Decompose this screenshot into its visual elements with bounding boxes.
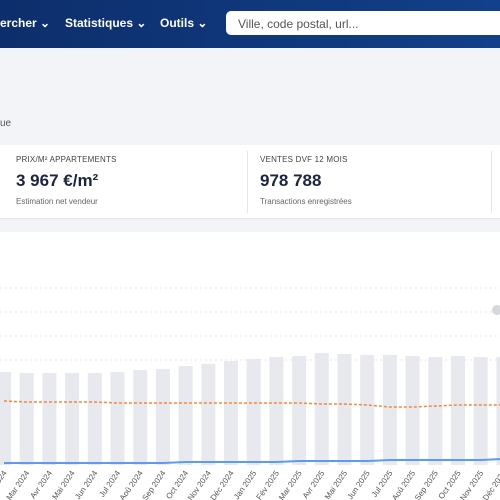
top-nav: ercher ⌄ Statistiques ⌄ Outils ⌄ Ville, … [0, 0, 500, 48]
bar [360, 355, 375, 465]
search-box[interactable]: Ville, code postal, url... [226, 11, 500, 35]
stats-cards: PRIX/M² APPARTEMENTS 3 967 €/m² Estimati… [0, 145, 500, 219]
stat-note: Transactions enregistrées [260, 197, 352, 206]
bar [473, 357, 488, 465]
bar [428, 357, 443, 465]
nav-item[interactable]: Outils ⌄ [160, 16, 208, 30]
divider [247, 151, 248, 213]
bar [224, 361, 238, 465]
bar [496, 357, 500, 465]
bar [87, 373, 102, 465]
nav-label: Outils [160, 16, 195, 30]
nav-item[interactable]: Statistiques ⌄ [65, 16, 147, 30]
bar [269, 357, 284, 465]
stat-note: Estimation net vendeur [16, 197, 98, 206]
bar [19, 373, 34, 465]
bar [155, 369, 170, 465]
bar [42, 373, 57, 465]
subtitle: ue [0, 118, 12, 129]
bar [65, 373, 80, 465]
line [3, 400, 500, 408]
bar [382, 355, 397, 465]
bar [133, 370, 148, 465]
nav-label: Statistiques [65, 16, 134, 30]
bar [246, 359, 261, 465]
search-placeholder: Ville, code postal, url... [238, 17, 359, 31]
nav-label: ercher [0, 16, 37, 30]
bar [201, 364, 216, 465]
stat-value: 978 788 [260, 171, 322, 190]
nav-item[interactable]: ercher ⌄ [0, 16, 51, 30]
stat-label: PRIX/M² APPARTEMENTS [16, 155, 117, 164]
bar [178, 366, 193, 465]
bar [292, 356, 307, 465]
bar [337, 354, 352, 465]
bar [314, 353, 329, 465]
divider [491, 151, 492, 213]
stat-value: 3 967 €/m² [16, 171, 99, 190]
bar [451, 356, 465, 465]
line [4, 458, 500, 464]
bar [110, 372, 125, 465]
stat-label: VENTES DVF 12 MOIS [260, 155, 348, 164]
bar [0, 372, 11, 465]
bar [405, 356, 420, 465]
toggle-dot[interactable] [492, 305, 500, 315]
